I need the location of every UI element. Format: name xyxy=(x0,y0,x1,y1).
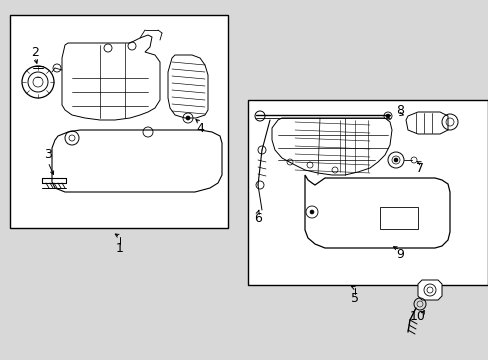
Text: 4: 4 xyxy=(196,122,203,135)
Text: 10: 10 xyxy=(409,310,425,324)
Bar xyxy=(10,15,227,228)
Circle shape xyxy=(309,210,313,214)
Text: 8: 8 xyxy=(395,104,403,117)
Text: 7: 7 xyxy=(415,162,423,175)
Bar xyxy=(247,100,487,285)
Circle shape xyxy=(393,158,397,162)
Text: 1: 1 xyxy=(116,242,123,255)
Polygon shape xyxy=(305,175,449,248)
Polygon shape xyxy=(168,55,207,118)
Text: 9: 9 xyxy=(395,248,403,261)
Text: 2: 2 xyxy=(31,45,39,58)
Polygon shape xyxy=(62,35,160,120)
Polygon shape xyxy=(271,118,391,175)
Text: 5: 5 xyxy=(350,292,358,305)
Text: 6: 6 xyxy=(254,211,262,225)
Polygon shape xyxy=(405,112,447,134)
Polygon shape xyxy=(417,280,441,300)
Text: 3: 3 xyxy=(44,148,52,162)
Polygon shape xyxy=(52,130,222,192)
Bar xyxy=(379,207,417,229)
Circle shape xyxy=(185,116,190,120)
Circle shape xyxy=(385,114,389,118)
